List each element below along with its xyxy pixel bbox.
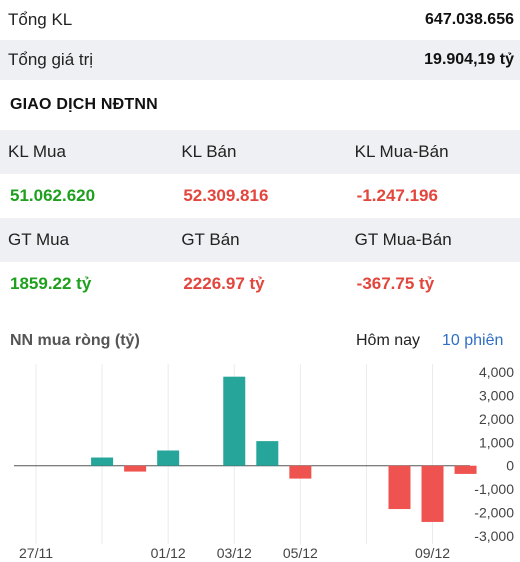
x-tick-label: 09/12 [415,545,450,561]
x-tick-label: 27/11 [19,545,53,561]
value-values-row: 1859.22 tỷ 2226.97 tỷ -367.75 tỷ [0,262,520,306]
total-volume-label: Tổng KL [8,10,73,29]
total-volume-value: 647.038.656 [425,11,514,28]
chart-title: NN mua ròng (tỷ) [10,332,140,349]
bar-10-12 [454,465,477,474]
period-today-tab[interactable]: Hôm nay [356,332,421,349]
volume-labels-row: KL Mua KL Bán KL Mua-Bán [0,130,520,174]
value-labels-row: GT Mua GT Bán GT Mua-Bán [0,218,520,262]
bar-03-12 [223,376,246,466]
sell-volume-label: KL Bán [181,142,237,161]
net-volume-value: -1.247.196 [356,186,438,205]
bar-04-12 [256,441,279,466]
y-tick-label: -1,000 [474,481,514,497]
y-tick-label: -2,000 [474,505,514,521]
net-value-label: GT Mua-Bán [354,230,452,249]
volume-values-row: 51.062.620 52.309.816 -1.247.196 [0,174,520,218]
chart-header: NN mua ròng (tỷ) Hôm nay 10 phiên [0,322,520,362]
sell-volume-value: 52.309.816 [183,186,269,205]
y-tick-label: 0 [506,458,514,474]
y-tick-label: 4,000 [479,364,514,380]
buy-value-label: GT Mua [8,230,70,249]
y-tick-label: 3,000 [479,387,514,403]
foreign-trading-title: GIAO DỊCH NĐTNN [10,96,158,113]
total-volume-row: Tổng KL 647.038.656 [0,0,520,40]
buy-volume-value: 51.062.620 [10,186,96,205]
net-buy-bar-chart: 4,000 3,000 2,000 1,000 0 -1,000 -2,000 -3,000 2… [14,364,514,561]
buy-value-value: 1859.22 tỷ [10,274,92,293]
sell-value-value: 2226.97 tỷ [183,274,265,293]
bar-01-12 [157,450,180,466]
x-tick-label: 03/12 [217,545,252,561]
bar-09-12 [421,465,444,522]
total-value-label: Tổng giá trị [8,50,94,69]
total-value-row: Tổng giá trị 19.904,19 tỷ [0,40,520,80]
net-volume-label: KL Mua-Bán [354,142,449,161]
bar-30-11 [124,465,147,472]
period-10-sessions-tab[interactable]: 10 phiên [442,332,504,349]
bar-05-12 [289,465,312,479]
x-tick-label: 05/12 [283,545,318,561]
y-tick-label: -3,000 [474,528,514,544]
buy-volume-label: KL Mua [8,142,66,161]
x-tick-label: 01/12 [151,545,186,561]
net-value-value: -367.75 tỷ [356,274,435,293]
y-tick-label: 1,000 [479,434,514,450]
total-value-value: 19.904,19 tỷ [424,51,514,68]
sell-value-label: GT Bán [181,230,240,249]
y-tick-label: 2,000 [479,411,514,427]
bar-08-12 [388,465,411,510]
bar-29-11 [91,457,114,466]
